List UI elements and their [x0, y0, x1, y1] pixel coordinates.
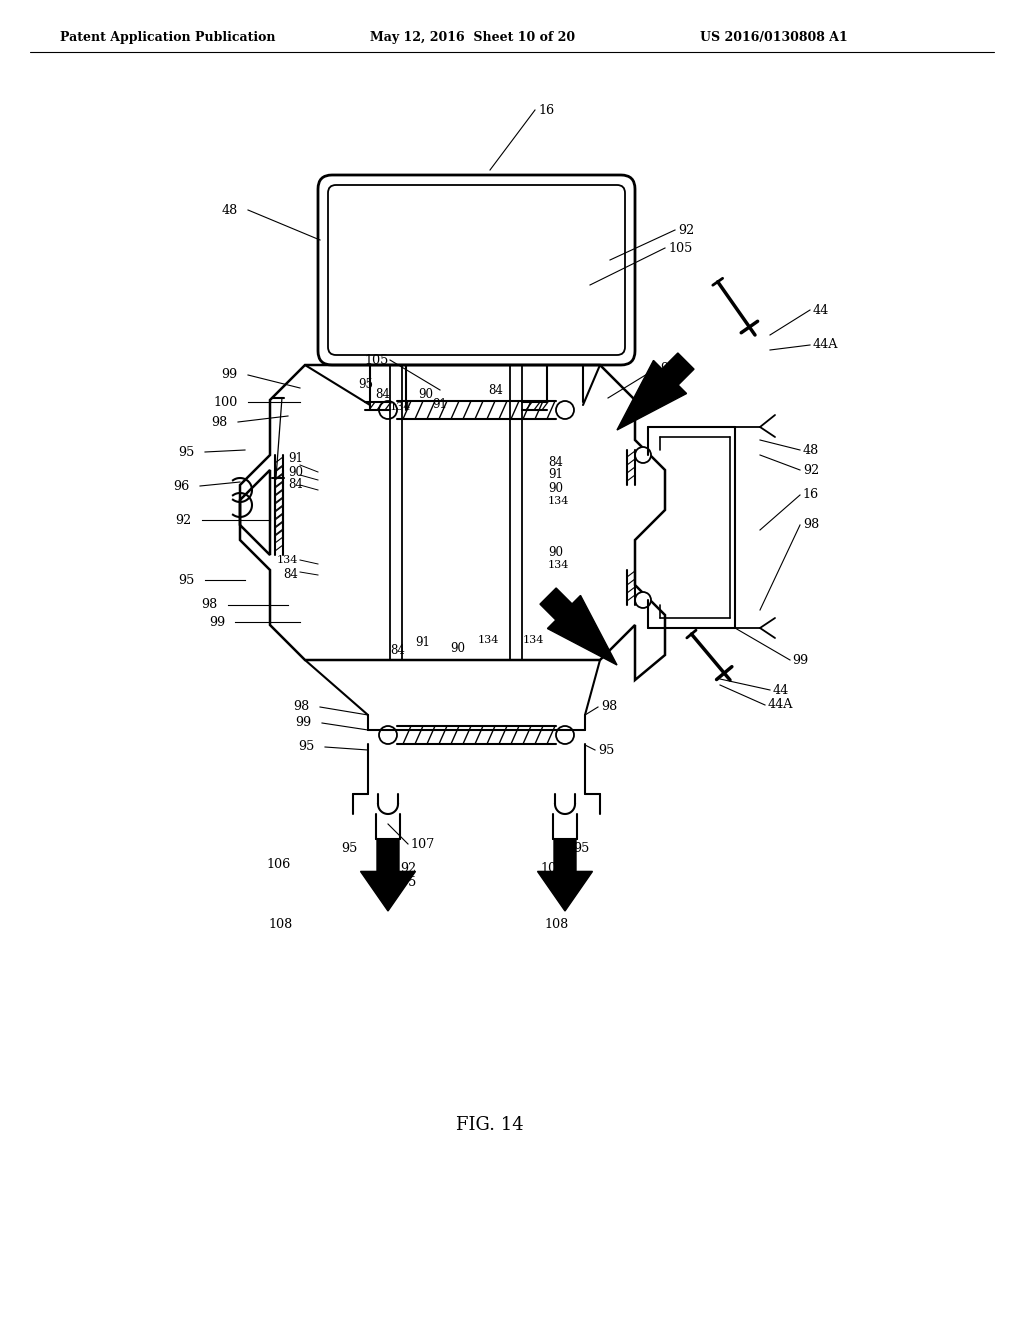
Text: 16: 16	[803, 488, 819, 502]
Text: 92: 92	[678, 223, 694, 236]
Text: 48: 48	[222, 203, 238, 216]
Circle shape	[556, 401, 574, 418]
Text: 90: 90	[548, 545, 563, 558]
Text: 84: 84	[390, 644, 404, 656]
Circle shape	[635, 447, 651, 463]
Text: 92: 92	[400, 862, 416, 875]
Circle shape	[635, 591, 651, 609]
Text: 98: 98	[803, 519, 819, 532]
Text: 95: 95	[573, 842, 590, 855]
Text: 99: 99	[660, 362, 676, 375]
Text: 134: 134	[548, 560, 569, 570]
Text: 84: 84	[283, 569, 298, 582]
Text: 105: 105	[393, 875, 418, 888]
Text: 99: 99	[209, 615, 225, 628]
Text: 98: 98	[202, 598, 218, 611]
Text: 84: 84	[288, 479, 303, 491]
Polygon shape	[540, 587, 617, 665]
Circle shape	[379, 401, 397, 418]
Text: 105: 105	[668, 242, 692, 255]
Text: 134: 134	[523, 635, 545, 645]
Text: Patent Application Publication: Patent Application Publication	[60, 30, 275, 44]
Text: 99: 99	[296, 717, 312, 730]
Polygon shape	[617, 352, 694, 430]
Text: 84: 84	[488, 384, 503, 396]
Text: 44: 44	[773, 684, 790, 697]
Text: 44A: 44A	[813, 338, 839, 351]
Text: 44A: 44A	[768, 698, 794, 711]
Text: 98: 98	[212, 416, 228, 429]
Text: 95: 95	[299, 741, 315, 754]
Text: 134: 134	[390, 403, 412, 412]
Text: 91: 91	[548, 469, 563, 482]
Text: 91: 91	[288, 451, 303, 465]
Text: 90: 90	[548, 482, 563, 495]
Text: 16: 16	[538, 103, 554, 116]
Text: 134: 134	[548, 496, 569, 506]
Text: FIG. 14: FIG. 14	[456, 1115, 524, 1134]
Text: 95: 95	[598, 743, 614, 756]
Text: 96: 96	[174, 479, 190, 492]
Text: 108: 108	[545, 917, 569, 931]
Text: 91: 91	[432, 399, 446, 412]
Text: 92: 92	[803, 463, 819, 477]
Text: 108: 108	[268, 917, 292, 931]
Text: 95: 95	[342, 842, 358, 855]
Text: 91: 91	[415, 635, 430, 648]
Text: 105: 105	[540, 862, 564, 875]
Text: 84: 84	[548, 455, 563, 469]
Text: 99: 99	[792, 653, 808, 667]
Circle shape	[379, 726, 397, 744]
Text: 90: 90	[450, 642, 465, 655]
Polygon shape	[538, 840, 593, 911]
Polygon shape	[360, 840, 416, 911]
Text: 107: 107	[410, 837, 434, 850]
Text: 105: 105	[365, 354, 389, 367]
Text: 95: 95	[358, 379, 373, 392]
Text: US 2016/0130808 A1: US 2016/0130808 A1	[700, 30, 848, 44]
Text: 98: 98	[601, 701, 617, 714]
Text: 106: 106	[266, 858, 290, 870]
Text: 44: 44	[813, 304, 829, 317]
Text: May 12, 2016  Sheet 10 of 20: May 12, 2016 Sheet 10 of 20	[370, 30, 575, 44]
Text: 84: 84	[375, 388, 390, 401]
Text: 100: 100	[214, 396, 238, 408]
Text: 98: 98	[294, 701, 310, 714]
Text: 99: 99	[222, 368, 238, 381]
Text: 95: 95	[178, 573, 195, 586]
Text: 95: 95	[178, 446, 195, 458]
Text: 134: 134	[478, 635, 500, 645]
Text: 90: 90	[288, 466, 303, 479]
Text: 134: 134	[276, 554, 298, 565]
Text: 90: 90	[418, 388, 433, 401]
Circle shape	[556, 726, 574, 744]
Text: 48: 48	[803, 444, 819, 457]
Text: 92: 92	[176, 513, 193, 527]
